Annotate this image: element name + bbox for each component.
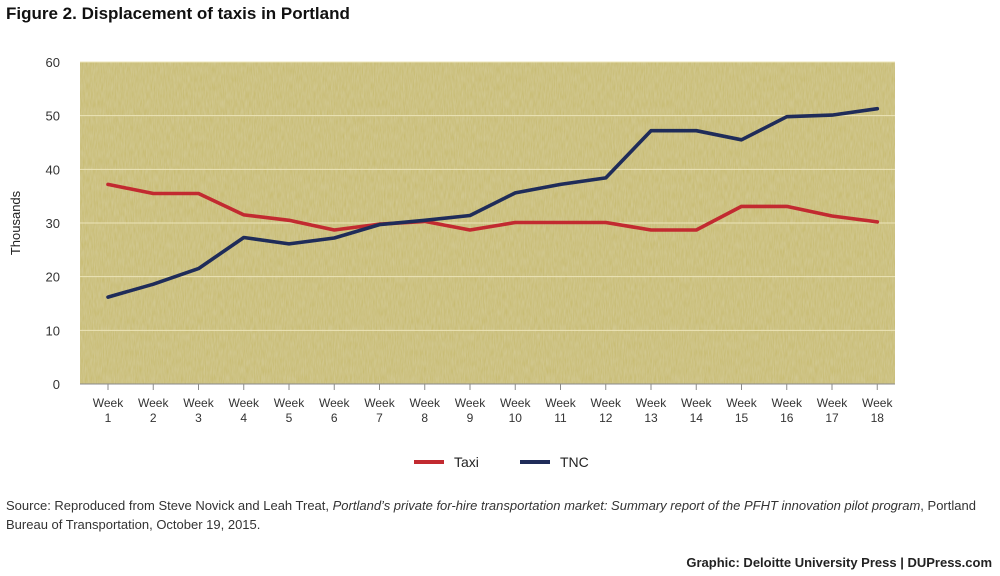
x-tick-label-12: Week 12 (591, 396, 622, 425)
x-tick-label-3: Week 3 (183, 396, 214, 425)
y-tick-label-60: 60 (46, 55, 60, 70)
x-tick-label-15: Week 15 (726, 396, 757, 425)
source-note: Source: Reproduced from Steve Novick and… (6, 496, 994, 534)
x-tick-label-4: Week 4 (229, 396, 260, 425)
source-prefix: Source: Reproduced from Steve Novick and… (6, 498, 333, 513)
x-tick-label-16: Week 16 (772, 396, 803, 425)
series-line-tnc (106, 106, 880, 299)
x-tick-label-9: Week 9 (455, 396, 486, 425)
x-tick-label-17: Week 17 (817, 396, 848, 425)
x-tick-label-18: Week 18 (862, 396, 893, 425)
y-tick-label-10: 10 (46, 323, 60, 338)
x-tick-label-1: Week 1 (93, 396, 124, 425)
graphic-credit: Graphic: Deloitte University Press | DUP… (686, 555, 992, 570)
y-axis-title: Thousands (8, 190, 23, 255)
series-line-taxi (106, 182, 880, 232)
y-tick-label-50: 50 (46, 109, 60, 124)
axes: 0 10 20 30 40 50 60 Thousands Week 1 Week 2 Week 3 Wee… (8, 55, 895, 425)
source-work-title: Portland’s private for-hire transportati… (332, 498, 921, 513)
x-tick-label-5: Week 5 (274, 396, 305, 425)
x-tick-label-7: Week 7 (364, 396, 395, 425)
x-tick-label-13: Week 13 (636, 396, 667, 425)
legend-label-tnc: TNC (560, 454, 589, 470)
series-lines (106, 106, 880, 299)
legend-label-taxi: Taxi (454, 454, 479, 470)
legend: Taxi TNC (414, 454, 589, 470)
x-tick-label-6: Week 6 (319, 396, 350, 425)
y-tick-label-20: 20 (46, 270, 60, 285)
x-tick-label-14: Week 14 (681, 396, 712, 425)
y-tick-label-40: 40 (46, 162, 60, 177)
line-chart: 0 10 20 30 40 50 60 Thousands Week 1 Week 2 Week 3 Wee… (8, 55, 895, 470)
gridlines (80, 61, 895, 331)
x-tick-label-11: Week 11 (545, 396, 576, 425)
y-tick-label-30: 30 (46, 216, 60, 231)
figure-title: Figure 2. Displacement of taxis in Portl… (6, 4, 350, 23)
y-tick-label-0: 0 (53, 377, 60, 392)
x-tick-label-8: Week 8 (410, 396, 441, 425)
x-tick-label-10: Week 10 (500, 396, 531, 425)
x-tick-label-2: Week 2 (138, 396, 169, 425)
source-suffix: , Portland Bureau of Transportation, Oct… (6, 498, 976, 532)
